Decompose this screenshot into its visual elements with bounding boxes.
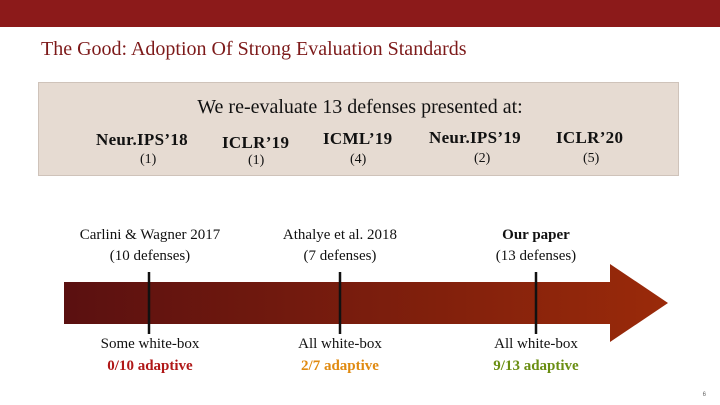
paper-ours: Our paper (13 defenses) xyxy=(436,225,636,267)
result-ours: All white-box 9/13 adaptive xyxy=(436,333,636,377)
top-banner xyxy=(0,0,720,27)
venues-panel xyxy=(38,82,679,176)
paper-athalye: Athalye et al. 2018 (7 defenses) xyxy=(240,225,440,267)
venue-name: ICLR’19 xyxy=(222,133,290,152)
paper-defense-count: (10 defenses) xyxy=(109,248,191,264)
venue-name: ICLR’20 xyxy=(556,128,624,147)
arrow-body xyxy=(64,264,668,342)
venue-name: ICML’19 xyxy=(323,129,393,148)
paper-title: Athalye et al. 2018 xyxy=(282,227,398,243)
venue-count: (2) xyxy=(474,151,491,166)
paper-defense-count: (13 defenses) xyxy=(495,248,577,264)
paper-defense-count: (7 defenses) xyxy=(303,248,377,264)
venue-iclr20: ICLR’20 (5) xyxy=(556,128,624,166)
paper-carlini-wagner: Carlini & Wagner 2017 (10 defenses) xyxy=(50,225,250,267)
result-evaluation: All white-box xyxy=(298,336,382,352)
result-adaptive: 9/13 adaptive xyxy=(493,358,579,374)
result-evaluation: Some white-box xyxy=(100,336,200,352)
result-athalye: All white-box 2/7 adaptive xyxy=(240,333,440,377)
slide-title: The Good: Adoption Of Strong Evaluation … xyxy=(41,38,467,60)
venue-count: (4) xyxy=(350,152,367,167)
result-evaluation: All white-box xyxy=(494,336,578,352)
result-adaptive: 2/7 adaptive xyxy=(301,358,379,374)
paper-title: Carlini & Wagner 2017 xyxy=(79,227,221,243)
venue-count: (1) xyxy=(248,153,265,168)
venue-iclr19: ICLR’19 (1) xyxy=(222,133,290,168)
venue-neurips19: Neur.IPS’19 (2) xyxy=(429,128,521,166)
venue-neurips18: Neur.IPS’18 (1) xyxy=(96,130,188,167)
venue-count: (1) xyxy=(140,152,157,167)
paper-title: Our paper xyxy=(502,227,570,243)
venue-icml19: ICML’19 (4) xyxy=(323,129,393,167)
result-adaptive: 0/10 adaptive xyxy=(107,358,193,374)
panel-heading: We re-evaluate 13 defenses presented at: xyxy=(197,96,523,118)
page-number: 6 xyxy=(702,392,706,398)
venue-count: (5) xyxy=(583,151,600,166)
result-carlini-wagner: Some white-box 0/10 adaptive xyxy=(50,333,250,377)
venue-name: Neur.IPS’19 xyxy=(429,128,521,147)
venue-name: Neur.IPS’18 xyxy=(96,130,188,149)
